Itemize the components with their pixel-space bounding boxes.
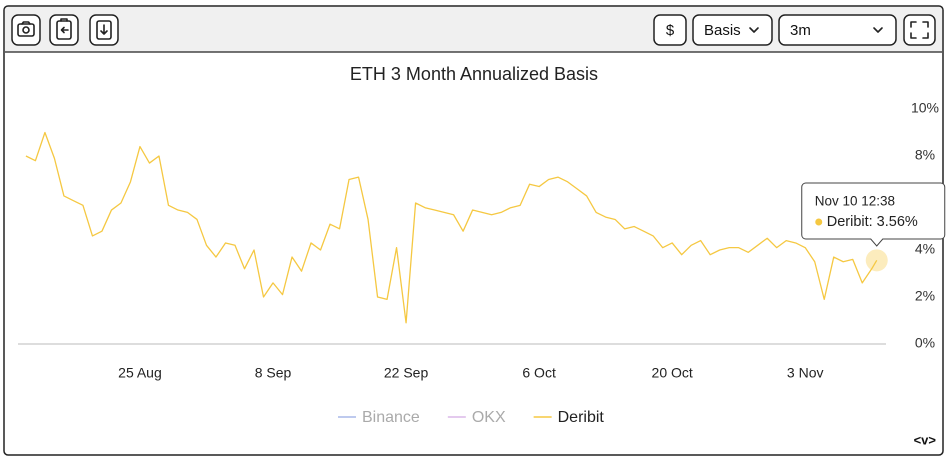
x-tick-label: 8 Sep [255,365,292,381]
legend-item[interactable]: Binance [338,409,420,426]
y-tick-label: 10% [911,100,939,116]
hover-halo [865,249,888,272]
metric-label: Basis [704,22,741,39]
y-tick-label: 4% [915,241,935,257]
tooltip: Nov 10 12:38 Deribit:3.56% [801,182,946,247]
tooltip-time: Nov 10 12:38 [815,194,895,209]
download-button[interactable] [89,14,119,46]
pager-control[interactable]: <v> [914,432,937,447]
camera-button[interactable] [11,14,41,46]
range-label: 3m [790,22,811,39]
tooltip-value: 3.56% [877,214,918,230]
line-series [25,131,878,324]
fullscreen-button[interactable] [903,14,936,46]
legend-label: OKX [472,409,506,426]
x-tick-label: 6 Oct [522,365,556,381]
y-tick-label: 0% [915,335,935,351]
tooltip-box [801,182,946,247]
x-tick-label: 22 Sep [384,365,429,381]
currency-button[interactable]: $ [653,14,687,46]
legend-item[interactable]: OKX [447,409,506,426]
tooltip-dot [815,218,823,226]
chart-title: ETH 3 Month Annualized Basis [350,64,598,84]
copy-button[interactable] [49,14,79,46]
x-tick-label: 20 Oct [652,365,693,381]
legend-item[interactable]: Deribit [533,409,605,426]
x-tick-label: 25 Aug [118,365,162,381]
metric-dropdown[interactable]: Basis [692,14,773,46]
legend-label: Binance [362,409,420,426]
y-tick-label: 2% [915,288,935,304]
x-tick-label: 3 Nov [787,365,824,381]
tooltip-series: Deribit [827,214,869,230]
range-dropdown[interactable]: 3m [778,14,897,46]
currency-label: $ [666,22,675,39]
legend-label: Deribit [558,409,605,426]
y-tick-label: 8% [915,147,935,163]
tooltip-separator: : [869,214,873,230]
